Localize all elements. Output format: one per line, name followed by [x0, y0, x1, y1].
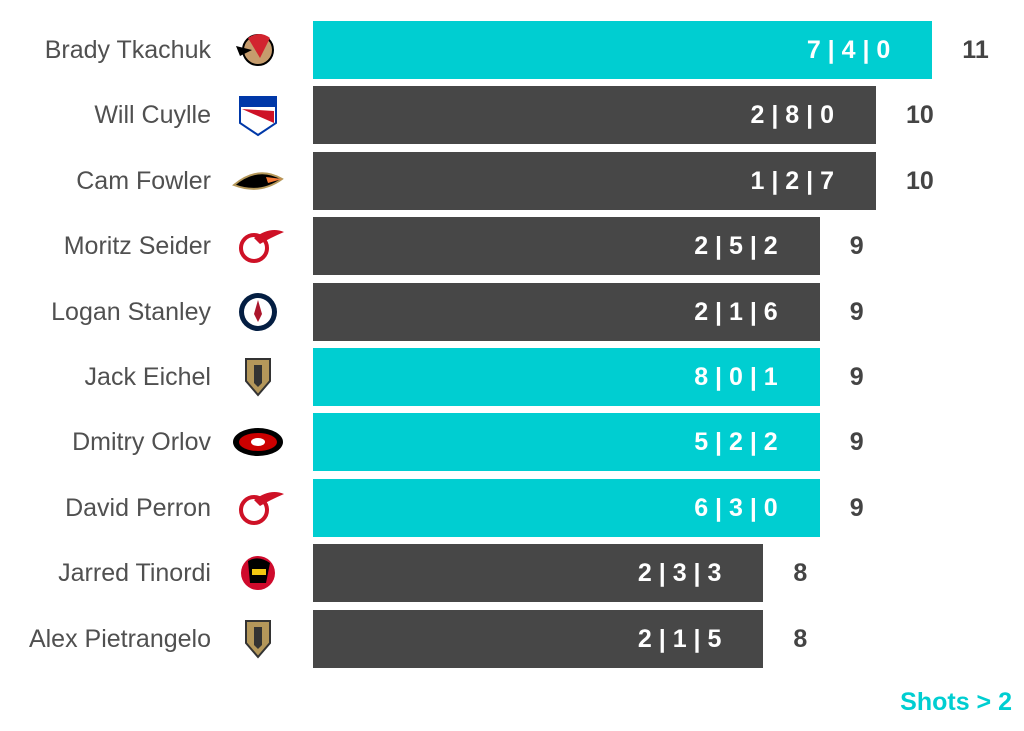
bar-breakdown-label: 8 | 0 | 1 [694, 363, 778, 391]
player-name-label: Logan Stanley [51, 297, 211, 326]
bar-value-label: 9 [849, 428, 864, 457]
bar: 2 | 8 | 0 [313, 86, 876, 145]
vegas-golden-knights-logo-icon [245, 619, 271, 659]
bar-breakdown-label: 2 | 1 | 6 [694, 297, 778, 326]
bar-breakdown-label: 5 | 2 | 2 [694, 428, 778, 457]
player-name-label: Brady Tkachuk [44, 36, 211, 64]
bar-value-label: 10 [906, 101, 934, 130]
player-name-label: David Perron [65, 493, 211, 522]
player-name-label: Cam Fowler [76, 166, 211, 195]
bar-value-label: 9 [849, 493, 864, 522]
player-name-label: Will Cuylle [94, 101, 211, 130]
chart-row: Alex Pietrangelo 2 | 1 | 5 8 [0, 609, 1024, 668]
bar-value-label: 10 [906, 166, 934, 195]
anaheim-ducks-logo-icon [232, 172, 284, 190]
chart-row: David Perron 6 | 3 | 0 9 [0, 478, 1024, 537]
bar-value-label: 9 [849, 297, 864, 326]
chart-row: Jarred Tinordi 2 | 3 | 3 8 [0, 544, 1024, 603]
bar: 1 | 2 | 7 [313, 151, 876, 210]
bar: 2 | 1 | 6 [313, 282, 820, 341]
chicago-blackhawks-logo-icon [241, 556, 275, 591]
bar-value-label: 9 [849, 363, 864, 391]
vegas-golden-knights-logo-icon [245, 358, 271, 397]
chart-row: Dmitry Orlov 5 | 2 | 2 9 [0, 413, 1024, 472]
player-name-label: Alex Pietrangelo [28, 624, 211, 653]
chart-row: Brady Tkachuk 7 | 4 | 0 11 [0, 21, 1024, 79]
player-name-label: Moritz Seider [63, 232, 211, 261]
bar: 2 | 3 | 3 [313, 544, 764, 603]
carolina-hurricanes-logo-icon [233, 428, 283, 457]
player-name-label: Jarred Tinordi [58, 559, 211, 588]
bar-breakdown-label: 2 | 8 | 0 [750, 101, 834, 130]
chart-row: Jack Eichel 8 | 0 | 1 9 [0, 348, 1024, 406]
winnipeg-jets-logo-icon [239, 292, 277, 331]
bar-value-label: 8 [793, 559, 808, 588]
chart-row: Will Cuylle 2 | 8 | 0 10 [0, 86, 1024, 145]
bar-value-label: 11 [962, 36, 989, 64]
bar-breakdown-label: 2 | 5 | 2 [694, 232, 778, 261]
bar: 2 | 5 | 2 [313, 217, 820, 276]
chart-row: Cam Fowler 1 | 2 | 7 10 [0, 151, 1024, 210]
bar-breakdown-label: 2 | 1 | 5 [637, 624, 722, 653]
detroit-red-wings-logo-icon [239, 491, 284, 525]
ottawa-senators-logo-icon [236, 34, 274, 66]
legend-note: Shots > 2 [900, 688, 1012, 716]
detroit-red-wings-logo-icon [239, 230, 284, 264]
bar: 6 | 3 | 0 [313, 478, 820, 537]
bar-breakdown-label: 6 | 3 | 0 [694, 493, 778, 522]
bar-breakdown-label: 7 | 4 | 0 [806, 36, 891, 64]
player-name-label: Dmitry Orlov [72, 428, 211, 457]
bar-breakdown-label: 2 | 3 | 3 [637, 559, 722, 588]
bar-breakdown-label: 1 | 2 | 7 [750, 166, 834, 195]
new-york-rangers-logo-icon [239, 96, 277, 137]
chart-row: Moritz Seider 2 | 5 | 2 9 [0, 217, 1024, 276]
bar: 8 | 0 | 1 [313, 348, 820, 406]
bar: 5 | 2 | 2 [313, 413, 820, 472]
bar-value-label: 8 [793, 624, 808, 653]
bar: 2 | 1 | 5 [313, 609, 764, 668]
chart-row: Logan Stanley 2 | 1 | 6 9 [0, 282, 1024, 341]
bar: 7 | 4 | 0 [313, 21, 933, 79]
bar-value-label: 9 [849, 232, 864, 261]
player-name-label: Jack Eichel [84, 363, 211, 391]
